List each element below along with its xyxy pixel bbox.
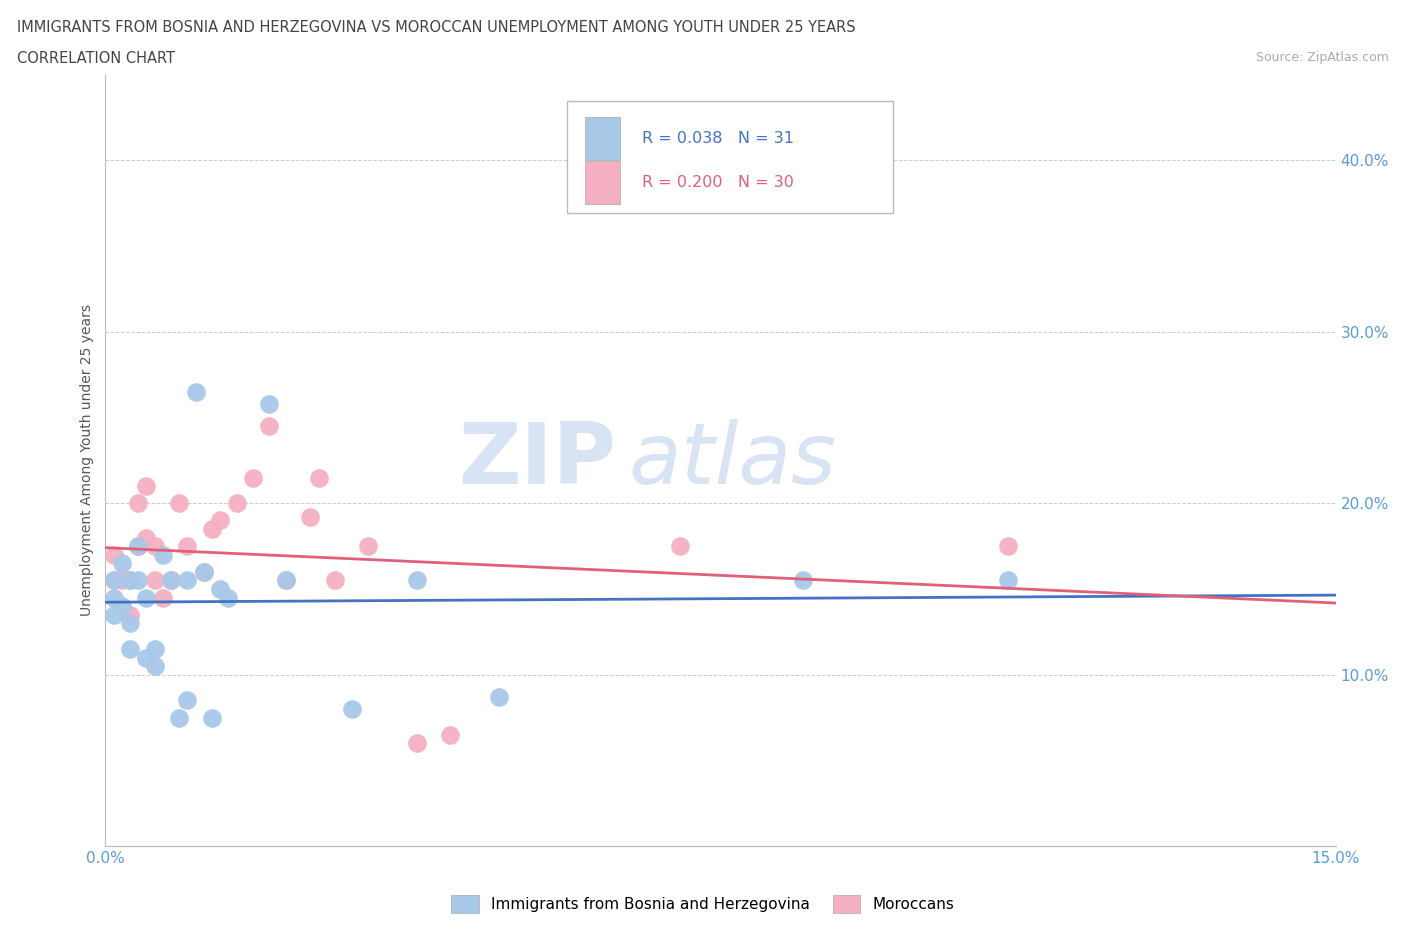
Text: R = 0.200   N = 30: R = 0.200 N = 30	[643, 175, 794, 190]
Point	[439, 727, 461, 742]
Legend: Immigrants from Bosnia and Herzegovina, Moroccans: Immigrants from Bosnia and Herzegovina, …	[447, 891, 959, 918]
Point	[135, 479, 157, 494]
Point	[127, 538, 149, 553]
Point	[111, 573, 134, 588]
Point	[143, 573, 166, 588]
Point	[120, 573, 141, 588]
Point	[143, 642, 166, 657]
Point	[127, 538, 149, 553]
Point	[242, 470, 264, 485]
Point	[143, 538, 166, 553]
Point	[127, 496, 149, 511]
Point	[169, 496, 191, 511]
Point	[193, 565, 215, 579]
Point	[111, 556, 134, 571]
Point	[209, 581, 232, 596]
Point	[120, 616, 141, 631]
Bar	[585, 161, 620, 204]
Point	[169, 711, 191, 725]
Text: Source: ZipAtlas.com: Source: ZipAtlas.com	[1256, 51, 1389, 64]
Point	[259, 418, 281, 433]
Point	[201, 711, 224, 725]
Point	[299, 510, 322, 525]
Point	[103, 607, 125, 622]
Point	[135, 530, 157, 545]
Point	[184, 384, 207, 399]
Point	[152, 547, 174, 562]
Point	[340, 701, 363, 716]
Point	[668, 538, 690, 553]
Point	[274, 573, 297, 588]
Point	[120, 607, 141, 622]
Point	[225, 496, 247, 511]
Point	[201, 522, 224, 537]
Point	[406, 573, 429, 588]
Point	[176, 693, 198, 708]
Point	[111, 599, 134, 614]
Point	[103, 547, 125, 562]
Text: R = 0.038   N = 31: R = 0.038 N = 31	[643, 131, 794, 146]
Bar	[585, 117, 620, 160]
Point	[274, 573, 297, 588]
Point	[135, 591, 157, 605]
Point	[997, 573, 1019, 588]
Point	[176, 538, 198, 553]
Point	[143, 658, 166, 673]
Point	[308, 470, 330, 485]
Point	[323, 573, 346, 588]
Point	[357, 538, 380, 553]
Point	[120, 642, 141, 657]
Point	[488, 690, 510, 705]
Point	[160, 573, 183, 588]
Point	[997, 538, 1019, 553]
Point	[120, 573, 141, 588]
Text: atlas: atlas	[628, 418, 837, 502]
Y-axis label: Unemployment Among Youth under 25 years: Unemployment Among Youth under 25 years	[80, 304, 94, 617]
Point	[127, 573, 149, 588]
Point	[103, 591, 125, 605]
Text: CORRELATION CHART: CORRELATION CHART	[17, 51, 174, 66]
Point	[406, 736, 429, 751]
Point	[152, 591, 174, 605]
Point	[160, 573, 183, 588]
FancyBboxPatch shape	[567, 101, 893, 213]
Point	[103, 573, 125, 588]
Point	[103, 573, 125, 588]
Point	[176, 573, 198, 588]
Text: ZIP: ZIP	[458, 418, 616, 502]
Point	[792, 573, 814, 588]
Point	[259, 396, 281, 411]
Point	[193, 565, 215, 579]
Text: IMMIGRANTS FROM BOSNIA AND HERZEGOVINA VS MOROCCAN UNEMPLOYMENT AMONG YOUTH UNDE: IMMIGRANTS FROM BOSNIA AND HERZEGOVINA V…	[17, 20, 855, 35]
Point	[209, 513, 232, 528]
Point	[218, 591, 240, 605]
Point	[135, 650, 157, 665]
